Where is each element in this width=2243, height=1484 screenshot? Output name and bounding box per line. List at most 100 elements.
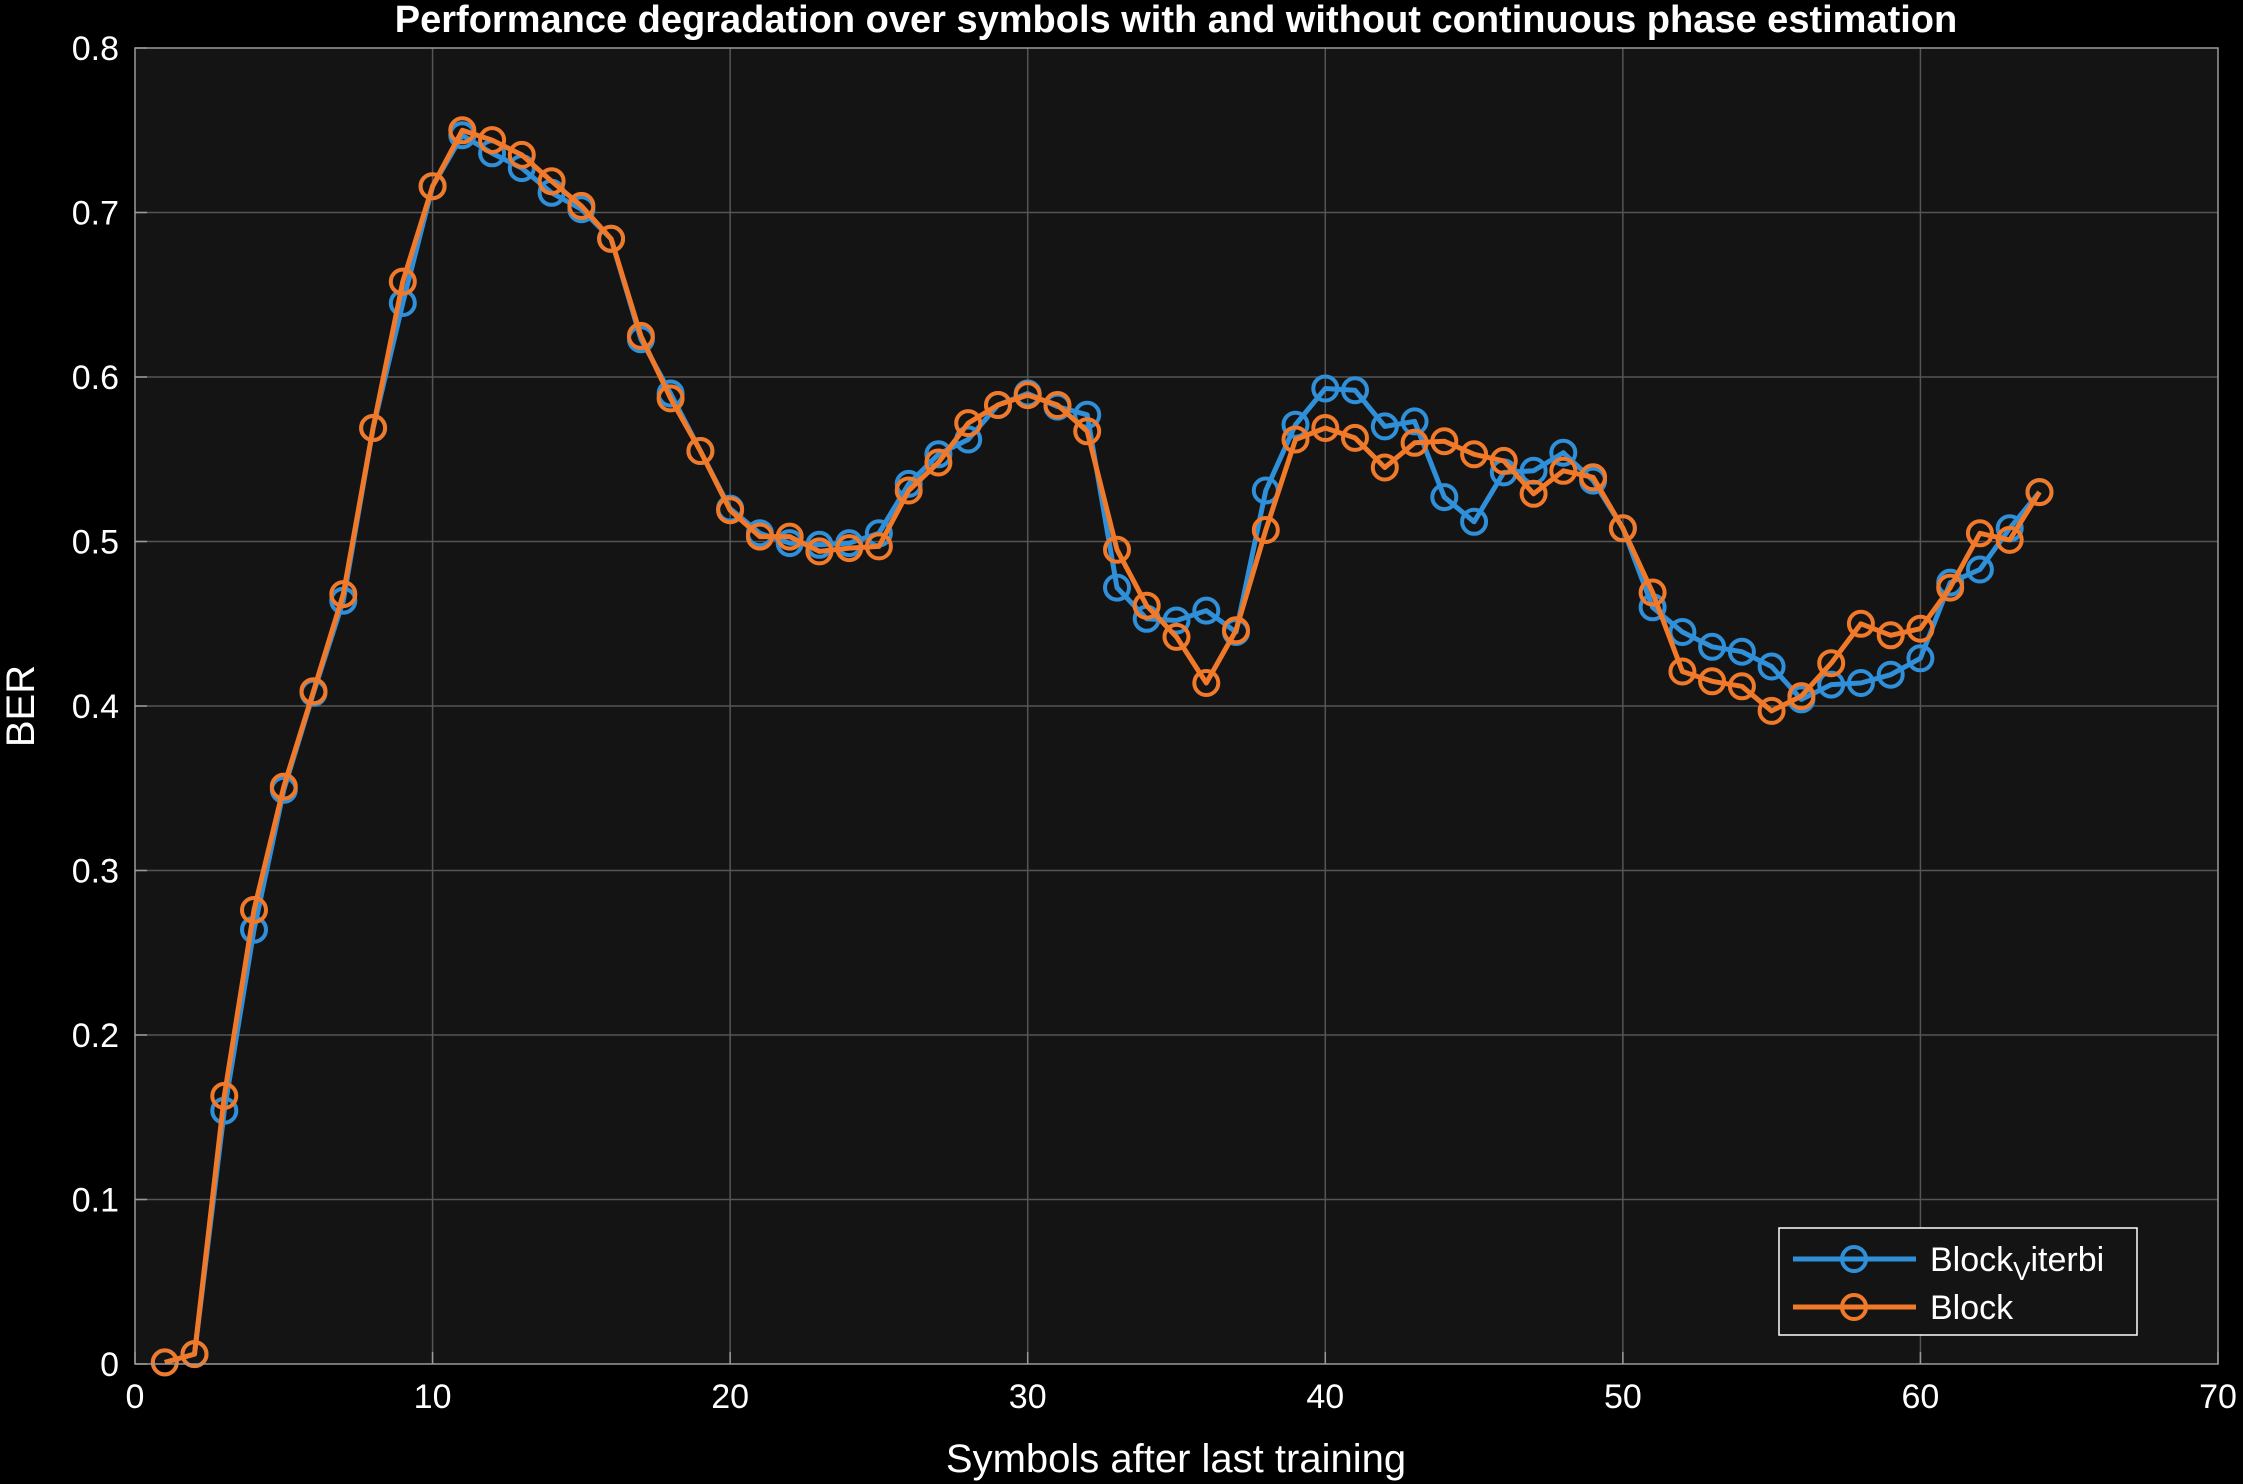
y-tick-label: 0.6 bbox=[72, 359, 119, 397]
data-point bbox=[1757, 696, 1786, 725]
data-point bbox=[1103, 535, 1131, 564]
data-point bbox=[1103, 573, 1131, 602]
legend-label-suffix: iterbi bbox=[2030, 1241, 2104, 1279]
x-axis-label: Symbols after last training bbox=[946, 1437, 1406, 1481]
data-point bbox=[1846, 609, 1875, 638]
y-tick-label: 0.3 bbox=[72, 853, 119, 891]
legend-marker-block bbox=[1840, 1293, 1868, 1321]
data-point bbox=[805, 537, 834, 566]
chart-title: Performance degradation over symbols wit… bbox=[395, 0, 1957, 41]
tick-labels: 0 10 20 30 40 50 60 70 0 0.1 0.2 0.3 0.4 0.5 0.6 0.7 0.8 bbox=[72, 30, 2237, 1416]
data-point bbox=[1876, 621, 1905, 650]
data-point bbox=[1073, 400, 1102, 429]
data-point bbox=[1162, 606, 1191, 635]
data-point bbox=[1192, 669, 1221, 697]
data-point bbox=[1668, 618, 1697, 646]
data-point bbox=[1281, 410, 1310, 439]
y-tick-label: 0 bbox=[100, 1346, 119, 1384]
series-line bbox=[164, 127, 2042, 1365]
x-tick-label: 60 bbox=[1902, 1378, 1940, 1416]
data-point bbox=[864, 532, 893, 561]
x-tick-label: 50 bbox=[1604, 1378, 1642, 1416]
x-tick-label: 70 bbox=[2199, 1378, 2237, 1416]
data-point bbox=[1370, 453, 1399, 482]
series-line bbox=[164, 132, 2042, 1365]
data-point bbox=[299, 677, 328, 706]
data-point bbox=[1549, 438, 1578, 467]
y-tick-label: 0.4 bbox=[72, 688, 119, 726]
series-layer bbox=[150, 116, 2054, 1377]
data-point bbox=[388, 267, 417, 296]
data-point bbox=[1965, 519, 1994, 548]
data-point bbox=[1995, 525, 2024, 554]
data-point bbox=[1519, 479, 1548, 508]
data-point bbox=[1698, 667, 1727, 696]
data-point bbox=[924, 448, 953, 477]
data-point bbox=[1460, 507, 1489, 536]
x-tick-label: 20 bbox=[711, 1378, 749, 1416]
data-point bbox=[448, 116, 477, 145]
y-tick-label: 0.7 bbox=[72, 195, 119, 233]
data-point bbox=[150, 1348, 179, 1377]
y-tick-label: 0.8 bbox=[72, 30, 119, 68]
data-point bbox=[775, 522, 804, 551]
legend-label-subscript: V bbox=[2013, 1256, 2031, 1286]
data-point bbox=[1579, 463, 1608, 492]
data-point bbox=[329, 580, 358, 609]
data-point bbox=[359, 414, 388, 442]
data-point bbox=[1668, 657, 1697, 686]
legend-label-block: Block bbox=[1930, 1289, 2014, 1327]
x-tick-label: 10 bbox=[414, 1378, 452, 1416]
data-point bbox=[1162, 622, 1191, 651]
data-point bbox=[1043, 391, 1072, 419]
data-point bbox=[716, 496, 745, 525]
data-point bbox=[597, 224, 626, 253]
data-point bbox=[269, 772, 298, 801]
data-point bbox=[1430, 427, 1459, 456]
data-point bbox=[1460, 440, 1489, 469]
data-point bbox=[1698, 632, 1727, 661]
data-point bbox=[567, 191, 596, 220]
data-point bbox=[1608, 514, 1637, 543]
data-point bbox=[1727, 637, 1756, 666]
legend-box bbox=[1778, 1227, 2138, 1336]
data-point bbox=[1727, 672, 1756, 701]
data-point bbox=[686, 437, 715, 465]
y-tick-label: 0.1 bbox=[72, 1182, 119, 1220]
x-tick-label: 0 bbox=[126, 1378, 145, 1416]
data-point bbox=[1876, 660, 1905, 689]
data-point bbox=[1222, 616, 1250, 645]
data-point bbox=[1817, 670, 1846, 699]
data-point bbox=[1965, 555, 1994, 584]
data-point bbox=[1787, 682, 1816, 711]
legend: BlockViterbi Block bbox=[1778, 1227, 2138, 1336]
data-point bbox=[418, 172, 447, 201]
data-point bbox=[1251, 516, 1280, 544]
data-point bbox=[1757, 652, 1786, 681]
data-point bbox=[240, 896, 268, 924]
data-point bbox=[180, 1340, 209, 1369]
data-point bbox=[1192, 596, 1221, 625]
data-point bbox=[1073, 417, 1102, 446]
data-point bbox=[1370, 412, 1399, 441]
data-point bbox=[1311, 414, 1340, 442]
data-point bbox=[626, 321, 655, 350]
data-point bbox=[1281, 425, 1310, 454]
data-point bbox=[1132, 591, 1161, 620]
data-point bbox=[924, 440, 953, 469]
data-point bbox=[507, 140, 536, 169]
x-tick-label: 40 bbox=[1306, 1378, 1344, 1416]
data-point bbox=[1906, 644, 1935, 673]
data-point bbox=[478, 126, 507, 155]
legend-entry-block: Block bbox=[1793, 1289, 2014, 1327]
data-point bbox=[1013, 381, 1042, 410]
data-point bbox=[210, 1081, 239, 1110]
grid bbox=[134, 47, 2219, 1365]
data-point bbox=[537, 167, 566, 196]
data-point bbox=[1906, 614, 1935, 643]
data-point bbox=[1341, 376, 1369, 405]
data-point bbox=[2025, 478, 2054, 507]
series-1 bbox=[150, 116, 2054, 1377]
data-point bbox=[1311, 374, 1340, 403]
